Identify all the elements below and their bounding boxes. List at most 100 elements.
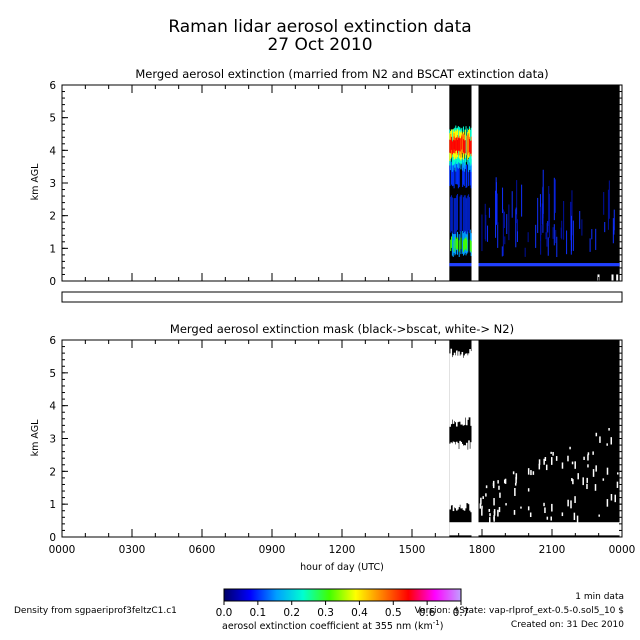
- y-tick-label: 0: [49, 532, 56, 544]
- mask-speck: [577, 473, 579, 480]
- mask-n2-region: [458, 449, 460, 508]
- mask-n2-region: [459, 440, 461, 505]
- mask-speck: [532, 471, 535, 475]
- extinction-cell: [455, 137, 457, 151]
- y-tick-label: 4: [49, 401, 56, 413]
- extinction-cell: [457, 165, 459, 189]
- density-note: Density from sgpaeriprof3feltzC1.c1: [14, 606, 177, 616]
- mask-speck: [544, 507, 546, 514]
- extinction-cell: [450, 140, 452, 154]
- extinction-cell: [465, 165, 467, 188]
- mask-n2-band: [478, 522, 620, 536]
- extinction-cell: [470, 165, 472, 189]
- mask-speck: [497, 509, 499, 517]
- mask-speck: [582, 477, 584, 486]
- mask-n2-region: [460, 354, 463, 425]
- mask-n2-region: [459, 355, 461, 422]
- extinction-cell: [467, 229, 469, 253]
- extinction-cell: [457, 137, 459, 151]
- y-tick-label: 6: [49, 335, 56, 347]
- x-tick-label: 0600: [189, 544, 216, 556]
- mask-speck: [515, 473, 518, 480]
- mask-speck: [571, 461, 574, 465]
- mask-n2-region: [465, 442, 468, 504]
- extinction-cell: [466, 198, 468, 235]
- extinction-cell: [468, 194, 470, 231]
- extinction-cell: [468, 197, 470, 234]
- extinction-cell: [451, 195, 453, 232]
- x-tick-label: 0300: [119, 544, 146, 556]
- mask-n2-region: [467, 355, 469, 420]
- y-tick-label: 3: [49, 178, 56, 190]
- mask-n2-region: [452, 355, 455, 424]
- mask-speck: [512, 471, 515, 475]
- mask-n2-region: [451, 357, 454, 420]
- figure-title-line2: 27 Oct 2010: [267, 35, 372, 55]
- extinction-cell: [463, 195, 465, 232]
- mask-speck: [595, 432, 598, 437]
- y-tick-label: 3: [49, 434, 56, 446]
- extinction-cell: [466, 239, 468, 251]
- mask-speck: [598, 514, 600, 517]
- extinction-cell: [462, 164, 464, 188]
- y-tick-label: 1: [49, 243, 56, 255]
- mask-speck: [481, 508, 483, 516]
- y-tick-label: 0: [49, 276, 56, 288]
- extinction-cell: [462, 230, 464, 254]
- extinction-cell: [464, 238, 466, 250]
- extinction-cell: [452, 234, 454, 257]
- mask-n2-region: [458, 351, 460, 422]
- mask-n2-region: [450, 442, 453, 506]
- mask-speck: [551, 503, 553, 512]
- extinction-cell: [463, 163, 465, 187]
- mask-speck: [616, 472, 619, 475]
- colorbar-tick-label: 0.4: [351, 607, 368, 619]
- mask-speck: [515, 476, 517, 484]
- mask-speck: [538, 463, 541, 470]
- mask-n2-region: [462, 445, 465, 510]
- extinction-cell: [451, 141, 453, 155]
- extinction-cell: [464, 195, 466, 232]
- colorbar-tick-label: 0.2: [283, 607, 300, 619]
- extinction-cell: [469, 140, 471, 154]
- mask-speck: [538, 459, 541, 465]
- mask-n2-region: [463, 445, 466, 511]
- mask-speck: [610, 494, 613, 501]
- mask-speck: [586, 477, 588, 483]
- extinction-cell: [455, 237, 457, 249]
- mask-speck: [567, 499, 569, 507]
- mask-speck: [503, 479, 506, 484]
- mask-speck: [493, 509, 496, 516]
- mask-n2-region: [468, 440, 470, 505]
- extinction-cell: [457, 161, 459, 185]
- extinction-cell: [465, 126, 467, 163]
- extinction-cell: [451, 158, 453, 172]
- mask-speck: [498, 507, 501, 513]
- mask-speck: [567, 455, 569, 462]
- extinction-cell: [470, 140, 472, 154]
- mask-n2-region: [454, 355, 457, 423]
- colorbar-tick-label: 0.1: [250, 607, 267, 619]
- mask-speck: [527, 468, 530, 475]
- mask-speck: [543, 458, 545, 465]
- data-gap: [611, 274, 614, 281]
- mask-speck: [488, 517, 491, 523]
- colorbar-ticks: 0.0 0.1 0.2 0.3 0.4 0.5 0.6 0.7: [216, 601, 469, 619]
- extinction-cell: [453, 198, 455, 235]
- mask-n2-region: [455, 350, 458, 427]
- mask-n2-region: [452, 441, 455, 512]
- extinction-cell: [463, 140, 465, 154]
- mask-n2-region: [464, 353, 467, 418]
- mask-speck: [614, 494, 617, 503]
- y-tick-label: 1: [49, 499, 56, 511]
- extinction-cell: [469, 162, 471, 186]
- data-segment-1: [478, 85, 620, 281]
- extinction-cell: [462, 133, 464, 154]
- mask-n2-region: [461, 351, 464, 425]
- mask-speck: [544, 456, 547, 461]
- extinction-cell: [449, 139, 451, 153]
- extinction-cell: [469, 239, 471, 252]
- panel2-ylabel: km AGL: [30, 419, 41, 456]
- mask-speck: [573, 512, 576, 520]
